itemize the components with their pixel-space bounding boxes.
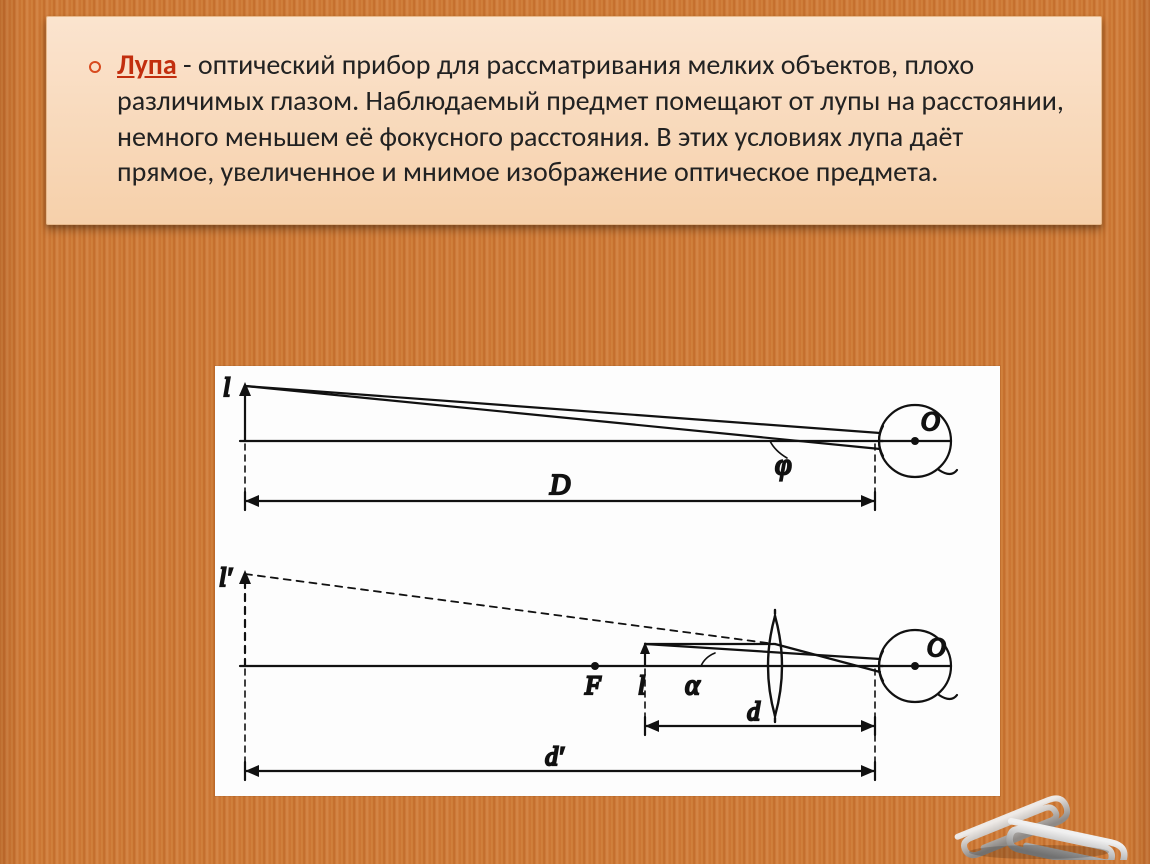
label-O-lower: O	[927, 633, 946, 662]
definition-paragraph: Лупа - оптический прибор для рассматрива…	[117, 47, 1065, 190]
optics-diagram: l φ O	[215, 366, 1000, 796]
eye-icon-upper	[879, 405, 957, 477]
label-D: D	[549, 470, 570, 501]
label-F: F	[584, 671, 602, 700]
definition-body: - оптический прибор для рассматривания м…	[117, 47, 1064, 189]
label-l-upper: l	[223, 373, 230, 402]
paperclips-icon	[944, 740, 1144, 860]
label-l-lower: l	[638, 671, 645, 700]
definition-card: Лупа - оптический прибор для рассматрива…	[46, 16, 1102, 225]
label-O-upper: O	[921, 407, 940, 436]
label-d-prime: d′	[545, 742, 564, 771]
label-d: d	[747, 697, 761, 726]
label-l-prime: l′	[219, 563, 232, 592]
label-alpha: α	[685, 670, 701, 701]
label-phi: φ	[775, 448, 792, 481]
term-lupa: Лупа	[117, 47, 177, 82]
bullet-ring-icon	[89, 61, 101, 73]
